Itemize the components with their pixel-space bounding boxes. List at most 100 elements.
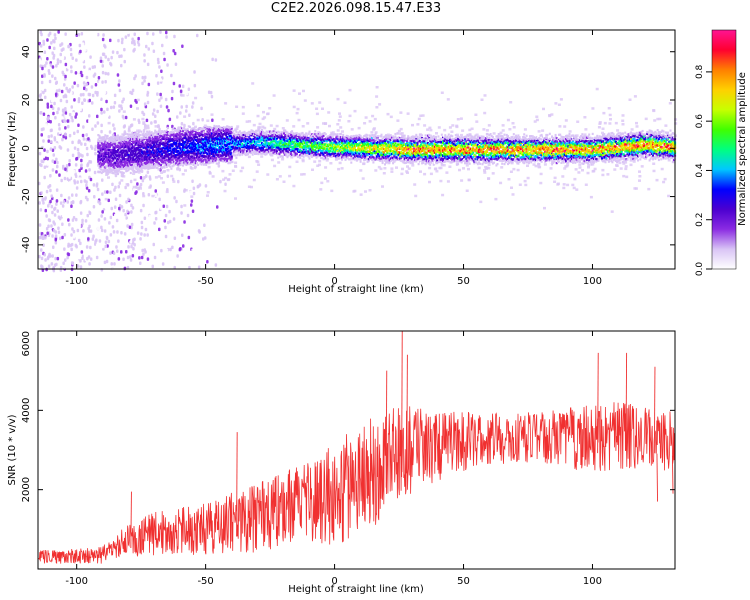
spectrogram-noise-cell xyxy=(81,42,85,46)
spectrogram-band-cell xyxy=(309,151,312,154)
spectrogram-band-cell xyxy=(230,152,233,155)
spectrogram-noise-cell xyxy=(76,83,80,88)
spectrogram-halo-cell xyxy=(275,124,279,128)
spectrogram-noise-cell xyxy=(118,109,121,113)
spectrogram-band-cell xyxy=(142,153,145,156)
spectrogram-band-cell xyxy=(160,150,162,153)
spectrogram-band-cell xyxy=(233,137,236,140)
spectrogram-band-cell xyxy=(99,158,102,161)
spectrogram-halo-cell xyxy=(652,109,656,112)
spectrogram-noise-cell xyxy=(50,194,53,198)
spectrogram-noise-cell xyxy=(88,114,91,118)
spectrogram-halo-cell xyxy=(494,197,498,201)
spectrogram-band-cell xyxy=(108,143,111,146)
spectrogram-band-cell xyxy=(221,140,224,143)
spectrogram-band-cell xyxy=(168,138,171,141)
spectrogram-noise-cell xyxy=(102,174,105,179)
spectrogram-band-cell xyxy=(207,145,210,148)
spectrogram-band-cell xyxy=(125,149,128,152)
spectrogram-halo-cell xyxy=(512,167,516,171)
spectrogram-halo-cell xyxy=(216,158,219,162)
spectrogram-noise-cell xyxy=(62,108,65,112)
spectrogram-noise-cell xyxy=(139,208,143,213)
spectrogram-band-cell xyxy=(142,146,145,149)
spectrogram-band-cell xyxy=(171,150,174,153)
spectrogram-noise-cell xyxy=(79,146,82,150)
spectrogram-band-cell xyxy=(178,145,181,148)
spectrogram-halo-cell xyxy=(379,167,383,171)
spectrogram-noise-cell xyxy=(55,202,58,206)
spectrogram-noise-cell xyxy=(77,123,80,127)
spectrogram-band-cell xyxy=(161,130,164,133)
spectrogram-band-cell xyxy=(143,146,146,149)
spectrogram-band-cell xyxy=(103,140,106,143)
spectrogram-band-cell xyxy=(243,148,246,151)
spectrogram-band-cell xyxy=(283,153,285,156)
spectrogram-noise-cell xyxy=(150,121,153,125)
spectrogram-band-cell xyxy=(286,156,289,159)
spectrogram-band-cell xyxy=(254,146,256,149)
spectrogram-band-cell xyxy=(274,130,277,133)
spectrogram-halo-cell xyxy=(509,101,513,104)
spectrogram-halo-cell xyxy=(337,167,341,171)
spectrogram-band-cell xyxy=(199,162,202,165)
spectrogram-band-cell xyxy=(221,133,224,137)
spectrogram-band-cell xyxy=(97,158,100,161)
spectrogram-halo-cell xyxy=(432,144,436,147)
spectrogram-band-cell xyxy=(280,155,283,158)
spectrogram-band-cell xyxy=(291,130,294,133)
spectrogram-band-cell xyxy=(168,153,171,156)
spectrogram-band-cell xyxy=(291,134,294,137)
spectrogram-band-cell xyxy=(198,151,201,154)
spectrogram-band-cell xyxy=(136,164,139,167)
spectrogram-noise-cell xyxy=(130,203,133,208)
spectrogram-band-cell xyxy=(241,139,244,142)
spectrogram-band-cell xyxy=(160,159,162,162)
spectrogram-band-cell xyxy=(230,155,233,158)
spectrogram-band-cell xyxy=(216,153,219,157)
spectrogram-noise-cell xyxy=(81,206,85,210)
spectrogram-band-cell xyxy=(139,152,142,155)
spectrogram-band-cell xyxy=(249,132,252,135)
spectrogram-band-cell xyxy=(165,153,168,156)
spectrogram-band-cell xyxy=(98,140,101,143)
spectrogram-band-cell xyxy=(137,151,140,154)
spectrogram-band-cell xyxy=(296,145,299,148)
spectrogram-band-cell xyxy=(140,145,143,148)
spectrogram-noise-cell xyxy=(45,189,49,194)
spectrogram-noise-cell xyxy=(133,42,136,46)
spectrogram-noise-cell xyxy=(61,222,64,226)
spectrogram-band-cell xyxy=(290,149,292,152)
spectrogram-band-cell xyxy=(247,151,249,154)
spectrogram-halo-cell xyxy=(258,122,262,126)
spectrogram-halo-cell xyxy=(434,167,438,170)
spectrogram-band-cell xyxy=(325,153,328,156)
spectrogram-band-cell xyxy=(171,139,174,142)
spectrogram-band-cell xyxy=(182,127,184,130)
spectrogram-band-cell xyxy=(266,137,269,140)
spectrogram-halo-cell xyxy=(370,131,374,134)
spectrogram-noise-cell xyxy=(103,90,107,94)
spectrogram-band-cell xyxy=(166,146,169,149)
spectrogram-band-cell xyxy=(131,166,133,169)
spectrogram-halo-cell xyxy=(467,167,470,171)
spectrogram-noise-cell xyxy=(42,90,45,95)
spectrogram-band-cell xyxy=(146,130,149,133)
spectrogram-band-cell xyxy=(111,143,114,146)
spectrogram-band-cell xyxy=(319,132,321,135)
spectrogram-band-cell xyxy=(141,165,144,168)
spectrogram-band-cell xyxy=(295,132,298,135)
spectrogram-halo-cell xyxy=(266,112,270,115)
spectrogram-noise-cell xyxy=(139,176,143,180)
spectrogram-noise-cell xyxy=(84,219,88,223)
spectrogram-noise-cell xyxy=(76,260,80,264)
spectrogram-band-cell xyxy=(99,168,102,171)
spectrogram-band-cell xyxy=(216,157,219,160)
spectrogram-band-cell xyxy=(262,143,265,147)
spectrogram-band-cell xyxy=(127,133,130,136)
spectrogram-halo-cell xyxy=(539,172,543,176)
spectrogram-halo-cell xyxy=(411,123,414,127)
spectrogram-band-cell xyxy=(245,132,248,135)
spectrogram-band-cell xyxy=(178,162,181,165)
spectrogram-band-cell xyxy=(305,132,308,135)
